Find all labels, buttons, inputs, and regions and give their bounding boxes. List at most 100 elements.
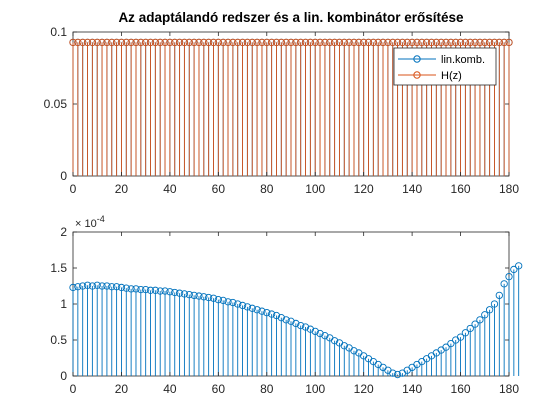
stem-marker <box>287 38 295 47</box>
x-tick-label: 160 <box>451 182 471 196</box>
y-tick-label: 1.5 <box>50 261 67 275</box>
stem-marker <box>485 306 494 314</box>
stem-marker <box>301 323 310 331</box>
stem-marker <box>495 38 503 47</box>
stem-marker <box>83 281 92 289</box>
stem-marker <box>297 38 305 47</box>
stem-marker <box>122 38 130 47</box>
stem-marker <box>456 333 465 341</box>
stem-marker <box>471 38 479 47</box>
series-1 <box>69 262 523 379</box>
stem-marker <box>112 38 121 47</box>
stem-marker <box>403 38 411 47</box>
stem-marker <box>93 281 101 289</box>
stem-marker <box>321 332 329 340</box>
stem-marker <box>214 38 222 47</box>
stem-marker <box>200 293 208 301</box>
stem-marker <box>282 316 290 324</box>
stem-marker <box>267 38 276 47</box>
stem-marker <box>364 38 373 47</box>
stem-marker <box>292 38 300 47</box>
stem-marker <box>117 38 126 47</box>
stem-marker <box>258 38 266 47</box>
stem-marker <box>258 307 266 315</box>
y-tick-label: 0.05 <box>44 97 68 111</box>
stem-marker <box>374 38 382 47</box>
stem-marker <box>413 38 421 47</box>
stem-marker <box>234 38 242 47</box>
x-tick-label: 160 <box>451 382 471 396</box>
x-tick-label: 0 <box>70 382 77 396</box>
stem-marker <box>321 38 329 47</box>
stem-marker <box>505 272 513 281</box>
stem-marker <box>171 38 179 47</box>
stem-marker <box>185 38 193 47</box>
stem-marker <box>389 369 397 377</box>
stem-marker <box>510 265 518 274</box>
stem-marker <box>471 320 479 328</box>
stem-marker <box>442 38 450 47</box>
stem-marker <box>103 38 111 47</box>
stem-marker <box>326 38 334 47</box>
x-tick-label: 140 <box>402 382 422 396</box>
y-tick-label: 2 <box>60 225 67 239</box>
x-tick-label: 120 <box>354 382 374 396</box>
stem-marker <box>137 38 145 47</box>
stem-marker <box>151 286 160 294</box>
stem-marker <box>69 38 77 47</box>
x-tick-label: 180 <box>499 182 519 196</box>
stem-marker <box>418 38 426 47</box>
stem-marker <box>190 291 198 300</box>
stem-marker <box>195 38 203 47</box>
stem-marker <box>142 38 150 47</box>
x-tick-label: 180 <box>499 382 519 396</box>
x-tick-label: 60 <box>212 182 226 196</box>
stem-marker <box>190 38 198 47</box>
stem-marker <box>204 38 213 47</box>
stem-marker <box>238 301 247 310</box>
stem-marker <box>408 38 416 47</box>
stem-marker <box>142 285 150 294</box>
legend-swatch-marker <box>413 55 421 63</box>
stem-marker <box>93 38 101 47</box>
stem-marker <box>156 38 164 47</box>
stem-marker <box>219 38 227 47</box>
stem-marker <box>79 38 87 47</box>
chart-title: Az adaptálandó redszer és a lin. kombiná… <box>118 10 464 25</box>
x-tick-label: 140 <box>402 182 422 196</box>
y-axis-exponent: -4 <box>97 214 105 224</box>
legend: lin.komb. H(z) <box>393 47 497 86</box>
stem-series-group <box>69 262 523 379</box>
y-tick-label: 1 <box>60 297 67 311</box>
stem-marker <box>224 38 232 47</box>
stem-marker <box>122 284 130 292</box>
stem-marker <box>330 337 339 345</box>
stem-marker <box>340 38 348 47</box>
stem-marker <box>219 296 227 305</box>
stem-marker <box>316 38 324 47</box>
stem-marker <box>161 38 169 47</box>
stem-marker <box>452 38 460 47</box>
stem-marker <box>427 38 436 47</box>
stem-marker <box>287 317 295 325</box>
stem-marker <box>132 285 140 293</box>
stem-marker <box>161 287 169 295</box>
stem-marker <box>108 38 116 47</box>
stem-marker <box>175 38 184 47</box>
stem-marker <box>500 38 508 47</box>
x-tick-label: 0 <box>70 182 77 196</box>
x-tick-label: 20 <box>115 382 129 396</box>
stem-marker <box>127 285 135 293</box>
stem-marker <box>379 38 387 47</box>
top-axes: 0 20 40 60 80 100 120 140 160 180 0 0.05 0.1 Az adapt… <box>44 10 520 196</box>
stem-marker <box>393 370 402 379</box>
stem-marker <box>447 339 455 348</box>
stem-marker <box>340 342 348 350</box>
stem-marker <box>369 38 378 47</box>
stem-marker <box>481 38 489 47</box>
stem-marker <box>306 325 315 333</box>
stem-marker <box>311 327 319 336</box>
stem-marker <box>476 38 484 47</box>
stem-marker <box>292 319 300 328</box>
